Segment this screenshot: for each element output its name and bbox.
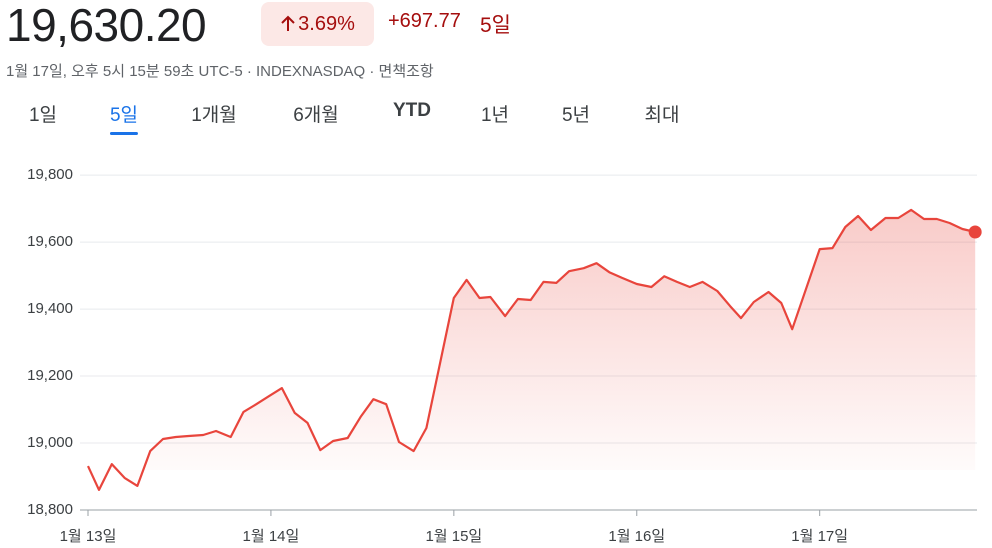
last-point [968,225,982,239]
y-tick-label: 18,800 [27,501,73,518]
range-tab[interactable]: 6개월 [293,105,339,126]
change-value: +697.77 [388,10,461,32]
range-tab[interactable]: 5일 [109,100,139,135]
range-tab[interactable]: 1개월 [191,105,237,126]
x-tick-label: 1월 15일 [425,528,482,545]
change-pill: 3.69% [261,2,374,46]
range-tab[interactable]: YTD [393,100,431,121]
period: 5일 [480,14,511,37]
range-tab[interactable]: 최대 [644,105,680,126]
y-tick-label: 19,600 [27,233,73,250]
change-percent: 3.69% [298,12,355,35]
y-tick-label: 19,000 [27,434,73,451]
x-tick-label: 1월 14일 [243,528,300,545]
x-tick-label: 1월 16일 [608,528,665,545]
subtitle: 1월 17일, 오후 5시 15분 59초 UTC-5 · INDEXNASDA… [6,63,434,80]
y-tick-label: 19,200 [27,367,73,384]
line [87,208,976,491]
price: 19,630.20 [6,0,207,51]
up-arrow-icon [281,15,295,31]
range-tab[interactable]: 1일 [28,105,58,126]
range-tab[interactable]: 1년 [480,105,510,126]
area [88,209,976,490]
y-tick-label: 19,400 [27,300,73,317]
range-tab[interactable]: 5년 [561,105,591,126]
x-tick-label: 1월 13일 [60,528,117,545]
x-tick-label: 1월 17일 [791,528,848,545]
y-tick-label: 19,800 [27,166,73,183]
